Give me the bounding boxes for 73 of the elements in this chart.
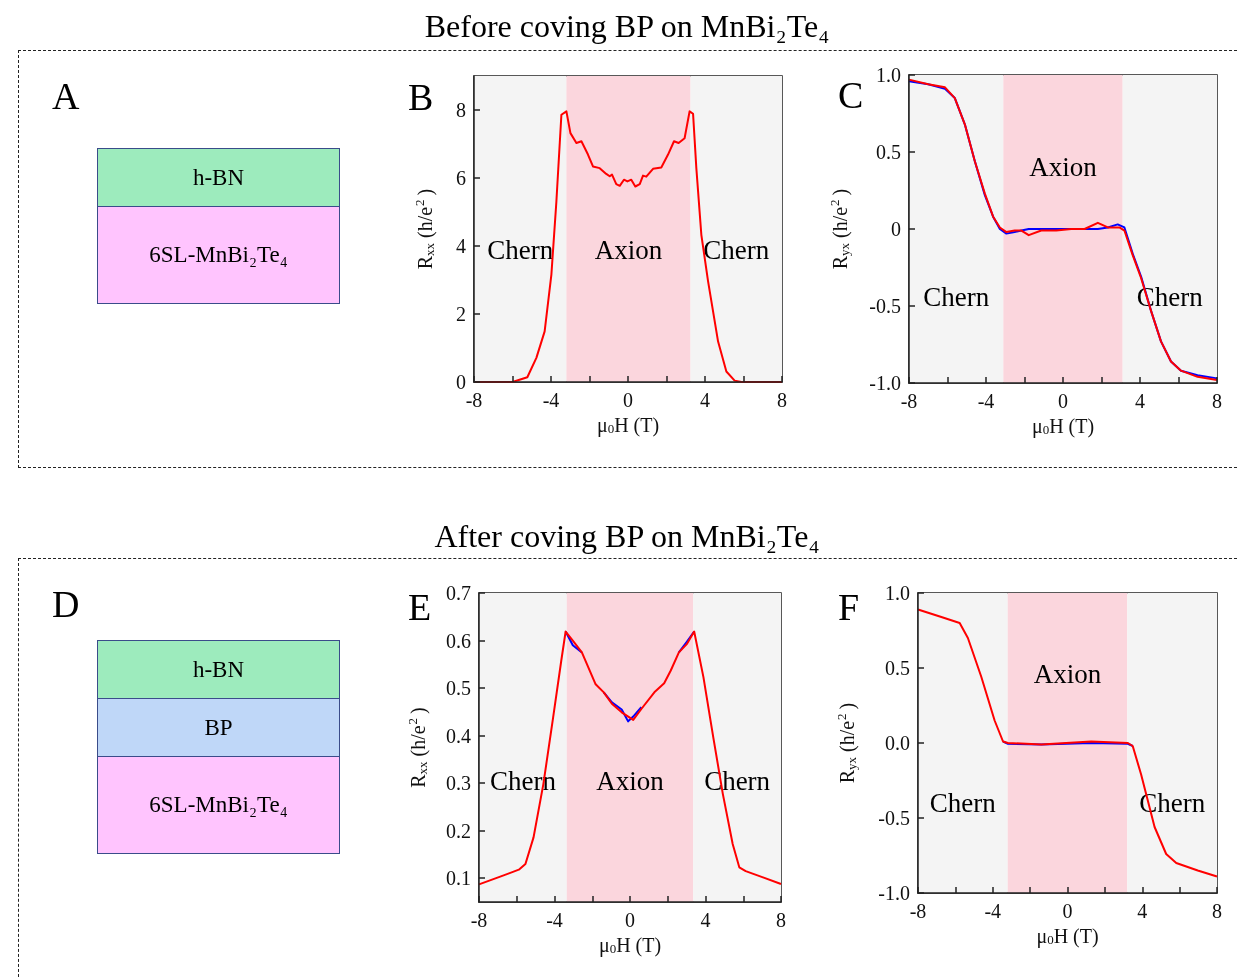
x-axis-title: μ0H (T) [596, 413, 660, 437]
x-tick-label: -4 [542, 389, 560, 411]
x-tick-label: 0 [1058, 390, 1068, 412]
y-tick-label: 0.6 [446, 629, 471, 652]
text: 6SL-MnBi₂Te₄ [98, 756, 339, 853]
y-tick-label: 0.5 [885, 657, 910, 679]
x-axis-title: μ0H (T) [1031, 414, 1095, 438]
x-tick-label: 4 [1137, 900, 1148, 922]
band-label: Chern [487, 235, 554, 266]
y-axis-title: Rxx (h/e2) [412, 188, 437, 270]
band-label: Axion [1033, 659, 1102, 689]
chart-title: B [408, 76, 434, 118]
x-tick-label: 8 [1212, 900, 1222, 922]
band-label: Chern [703, 235, 770, 266]
text: D [52, 582, 80, 626]
x-tick-label: 0 [623, 389, 633, 411]
y-tick-label: -0.5 [869, 295, 901, 317]
y-tick-label: 0.0 [885, 732, 910, 754]
x-tick-label: 8 [776, 909, 786, 931]
text: Before coving BP on MnBi₂Te₄ [420, 8, 834, 44]
x-tick-label: -8 [909, 900, 927, 922]
band-label: Axion [1029, 152, 1098, 183]
x-tick-label: 8 [777, 389, 787, 411]
x-tick-label: 8 [1212, 390, 1222, 412]
y-tick-label: 8 [456, 99, 466, 121]
text: A [52, 74, 80, 118]
y-tick-label: -1.0 [869, 372, 901, 394]
y-tick-label: 0.2 [446, 819, 471, 842]
band-label: Axion [594, 235, 663, 266]
band-label: Axion [596, 766, 665, 797]
y-tick-label: 0.5 [446, 677, 471, 700]
x-tick-label: -4 [977, 390, 995, 412]
line-series [478, 630, 782, 886]
y-tick-label: 0.3 [446, 772, 471, 795]
text: h-BN [98, 641, 339, 698]
x-tick-label: -8 [900, 390, 918, 412]
y-axis-title: Rxx (h/e2) [405, 707, 430, 788]
y-tick-label: 0.4 [446, 724, 471, 747]
y-tick-label: 0 [891, 218, 901, 240]
y-axis-title: Ryx (h/e2) [827, 188, 852, 270]
chart-title: F [838, 586, 860, 628]
text: 6SL-MnBi₂Te₄ [98, 206, 339, 303]
text: After coving BP on MnBi₂Te₄ [430, 518, 824, 554]
x-axis-title: μ0H (T) [1036, 924, 1099, 948]
x-tick-label: -8 [470, 909, 488, 931]
x-tick-label: -8 [465, 389, 483, 411]
x-tick-label: -4 [546, 909, 563, 931]
y-tick-label: 2 [456, 303, 466, 325]
chart-title: E [408, 586, 432, 628]
y-tick-label: 1.0 [885, 582, 910, 604]
y-tick-label: -0.5 [878, 807, 910, 829]
y-tick-label: 0.5 [876, 141, 901, 163]
text: h-BN [98, 149, 339, 206]
x-tick-label: 4 [1135, 390, 1145, 412]
band-label: Chern [923, 281, 990, 312]
x-tick-label: 4 [700, 909, 711, 931]
x-tick-label: 0 [1062, 900, 1073, 922]
x-tick-label: -4 [984, 900, 1002, 922]
band-label: Chern [929, 788, 997, 818]
x-axis-title: μ0H (T) [598, 933, 662, 957]
y-tick-label: 4 [456, 235, 466, 257]
y-axis-title: Ryx (h/e2) [834, 702, 859, 784]
line-series [917, 608, 1218, 878]
text: BP [98, 698, 339, 756]
x-tick-label: 0 [625, 909, 635, 931]
y-tick-label: 0.1 [446, 867, 471, 890]
y-tick-label: 1.0 [876, 64, 901, 86]
y-tick-label: 0 [456, 371, 466, 393]
y-tick-label: 0.7 [446, 582, 471, 604]
y-tick-label: -1.0 [878, 882, 910, 904]
x-tick-label: 4 [700, 389, 710, 411]
y-tick-label: 6 [456, 167, 466, 189]
chart-title: C [838, 74, 864, 116]
